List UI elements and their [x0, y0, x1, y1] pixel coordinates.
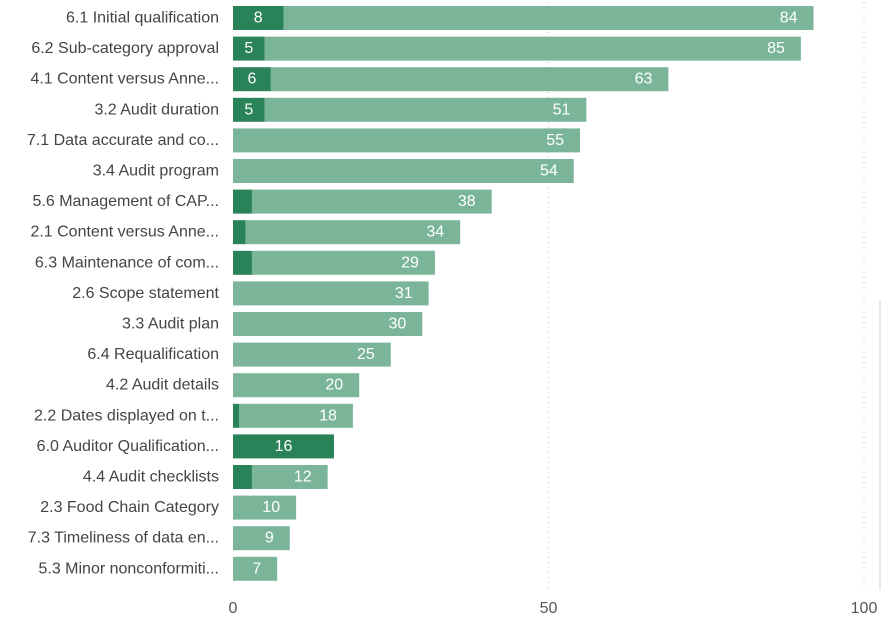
category-label: 6.4 Requalification	[87, 346, 219, 363]
bar-segment-series-2[interactable]	[264, 36, 801, 61]
bar-segment-series-2[interactable]	[251, 465, 328, 489]
data-label: 34	[426, 224, 444, 241]
data-label: 51	[553, 101, 571, 118]
category-label: 3.2 Audit duration	[94, 101, 219, 118]
bar-segment-series-2[interactable]	[239, 403, 353, 428]
x-axis: 0 50 100	[229, 600, 878, 617]
bar-segment-series-1[interactable]	[233, 189, 252, 214]
data-label: 5	[244, 40, 253, 57]
category-label: 2.6 Scope statement	[72, 285, 219, 302]
category-label: 6.3 Maintenance of com...	[35, 254, 219, 271]
category-label: 2.1 Content versus Anne...	[30, 224, 219, 241]
bar-segment-series-2[interactable]	[233, 312, 423, 336]
bar-segment-series-2[interactable]	[245, 220, 461, 245]
data-label: 38	[458, 193, 476, 210]
category-label: 4.1 Content versus Anne...	[30, 71, 219, 88]
bar-segment-series-1[interactable]	[233, 67, 271, 92]
category-label: 6.1 Initial qualification	[66, 10, 219, 27]
category-label: 7.3 Timeliness of data en...	[28, 530, 219, 547]
category-label: 3.3 Audit plan	[122, 316, 219, 333]
category-label: 6.0 Auditor Qualification...	[37, 438, 219, 455]
data-label: 25	[357, 346, 375, 363]
bar-segment-series-1[interactable]	[233, 250, 252, 275]
x-tick-label: 50	[540, 600, 558, 617]
data-label: 85	[767, 40, 785, 57]
x-tick-label: 0	[229, 600, 238, 617]
bar-segment-series-2[interactable]	[251, 189, 492, 214]
bar-segment-series-2[interactable]	[233, 342, 391, 367]
data-label: 54	[540, 163, 558, 180]
data-label: 9	[265, 530, 274, 547]
data-label: 63	[635, 71, 653, 88]
bar-segment-series-2[interactable]	[233, 373, 360, 398]
category-label: 6.2 Sub-category approval	[31, 40, 219, 57]
data-label: 31	[395, 285, 413, 302]
bar-segment-series-1[interactable]	[233, 403, 240, 428]
bar-segment-series-2[interactable]	[251, 250, 435, 275]
bar-segment-series-2[interactable]	[233, 526, 290, 551]
bar-segment-series-2[interactable]	[233, 495, 297, 520]
data-label: 20	[325, 377, 343, 394]
bar-segment-series-2[interactable]	[264, 97, 587, 122]
category-label: 4.2 Audit details	[106, 377, 219, 394]
bar-segment-series-1[interactable]	[233, 465, 252, 489]
category-label: 3.4 Audit program	[93, 163, 219, 180]
gridlines	[548, 2, 865, 590]
bar-segment-series-2[interactable]	[283, 6, 814, 30]
data-label: 30	[389, 316, 407, 333]
x-tick-label: 100	[851, 600, 878, 617]
category-label: 2.3 Food Chain Category	[40, 499, 219, 516]
data-label: 16	[275, 438, 293, 455]
data-label: 5	[244, 101, 253, 118]
category-label: 5.6 Management of CAP...	[33, 193, 219, 210]
bar-segment-series-1[interactable]	[233, 97, 265, 122]
bar-segment-series-2[interactable]	[233, 159, 574, 183]
data-label: 55	[546, 132, 564, 149]
bar-segment-series-2[interactable]	[233, 556, 278, 581]
category-label: 7.1 Data accurate and co...	[27, 132, 219, 149]
data-label: 12	[294, 469, 312, 486]
bar-segment-series-1[interactable]	[233, 36, 265, 61]
bar-segment-series-2[interactable]	[233, 128, 581, 153]
data-label: 18	[319, 407, 337, 424]
bar-segment-series-1[interactable]	[233, 434, 334, 459]
data-label: 10	[262, 499, 280, 516]
bar-segment-series-1[interactable]	[233, 220, 246, 245]
data-label: 29	[401, 254, 419, 271]
category-labels: 6.1 Initial qualification 6.2 Sub-categor…	[27, 10, 220, 578]
bar-segment-series-1[interactable]	[233, 6, 284, 30]
bar-segment-series-2[interactable]	[233, 281, 429, 306]
category-label: 4.4 Audit checklists	[83, 469, 219, 486]
category-label: 2.2 Dates displayed on t...	[34, 407, 219, 424]
data-label: 8	[254, 10, 263, 27]
bar-segment-series-2[interactable]	[270, 67, 669, 92]
data-label: 7	[252, 560, 261, 577]
data-label: 6	[247, 71, 256, 88]
data-label: 84	[780, 10, 798, 27]
category-label: 5.3 Minor nonconformiti...	[38, 560, 219, 577]
scrollbar[interactable]	[879, 300, 881, 590]
